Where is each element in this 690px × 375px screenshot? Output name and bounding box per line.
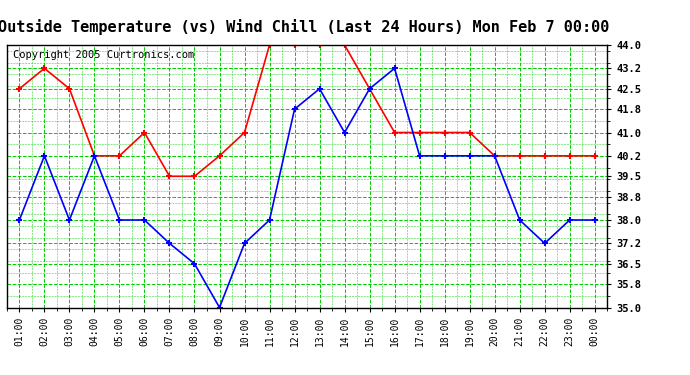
Text: Outside Temperature (vs) Wind Chill (Last 24 Hours) Mon Feb 7 00:00: Outside Temperature (vs) Wind Chill (Las…: [0, 19, 609, 35]
Text: Copyright 2005 Curtronics.com: Copyright 2005 Curtronics.com: [13, 50, 194, 60]
